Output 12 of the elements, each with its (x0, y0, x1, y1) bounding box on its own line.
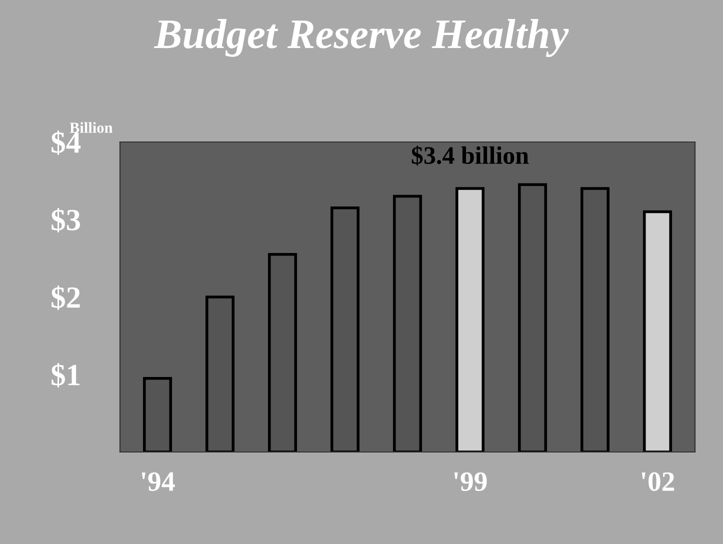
chart-title: Budget Reserve Healthy (154, 19, 569, 57)
y-axis-title: Billion (70, 122, 113, 133)
x-tick-label: '02 (642, 472, 674, 491)
bar (642, 210, 672, 452)
y-tick-label: $2 (52, 285, 80, 310)
y-tick-label: $3 (52, 208, 80, 232)
x-tick-label: '94 (142, 472, 175, 491)
annotation: $3.4 billion (412, 146, 529, 166)
x-tick-label: '99 (454, 472, 487, 491)
bar (455, 187, 485, 452)
y-tick-label: $4 (52, 130, 81, 155)
y-tick-label: $1 (52, 362, 80, 388)
